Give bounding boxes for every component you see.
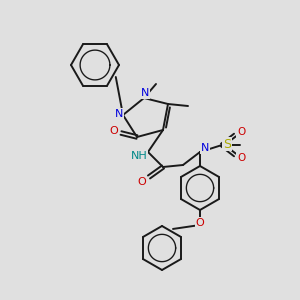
- Text: N: N: [201, 143, 209, 153]
- Text: NH: NH: [130, 151, 147, 161]
- Text: O: O: [237, 153, 245, 163]
- Text: O: O: [110, 126, 118, 136]
- Text: O: O: [138, 177, 146, 187]
- Text: O: O: [196, 218, 204, 228]
- Text: N: N: [115, 109, 123, 119]
- Text: O: O: [237, 127, 245, 137]
- Text: N: N: [141, 88, 149, 98]
- Text: S: S: [223, 137, 231, 151]
